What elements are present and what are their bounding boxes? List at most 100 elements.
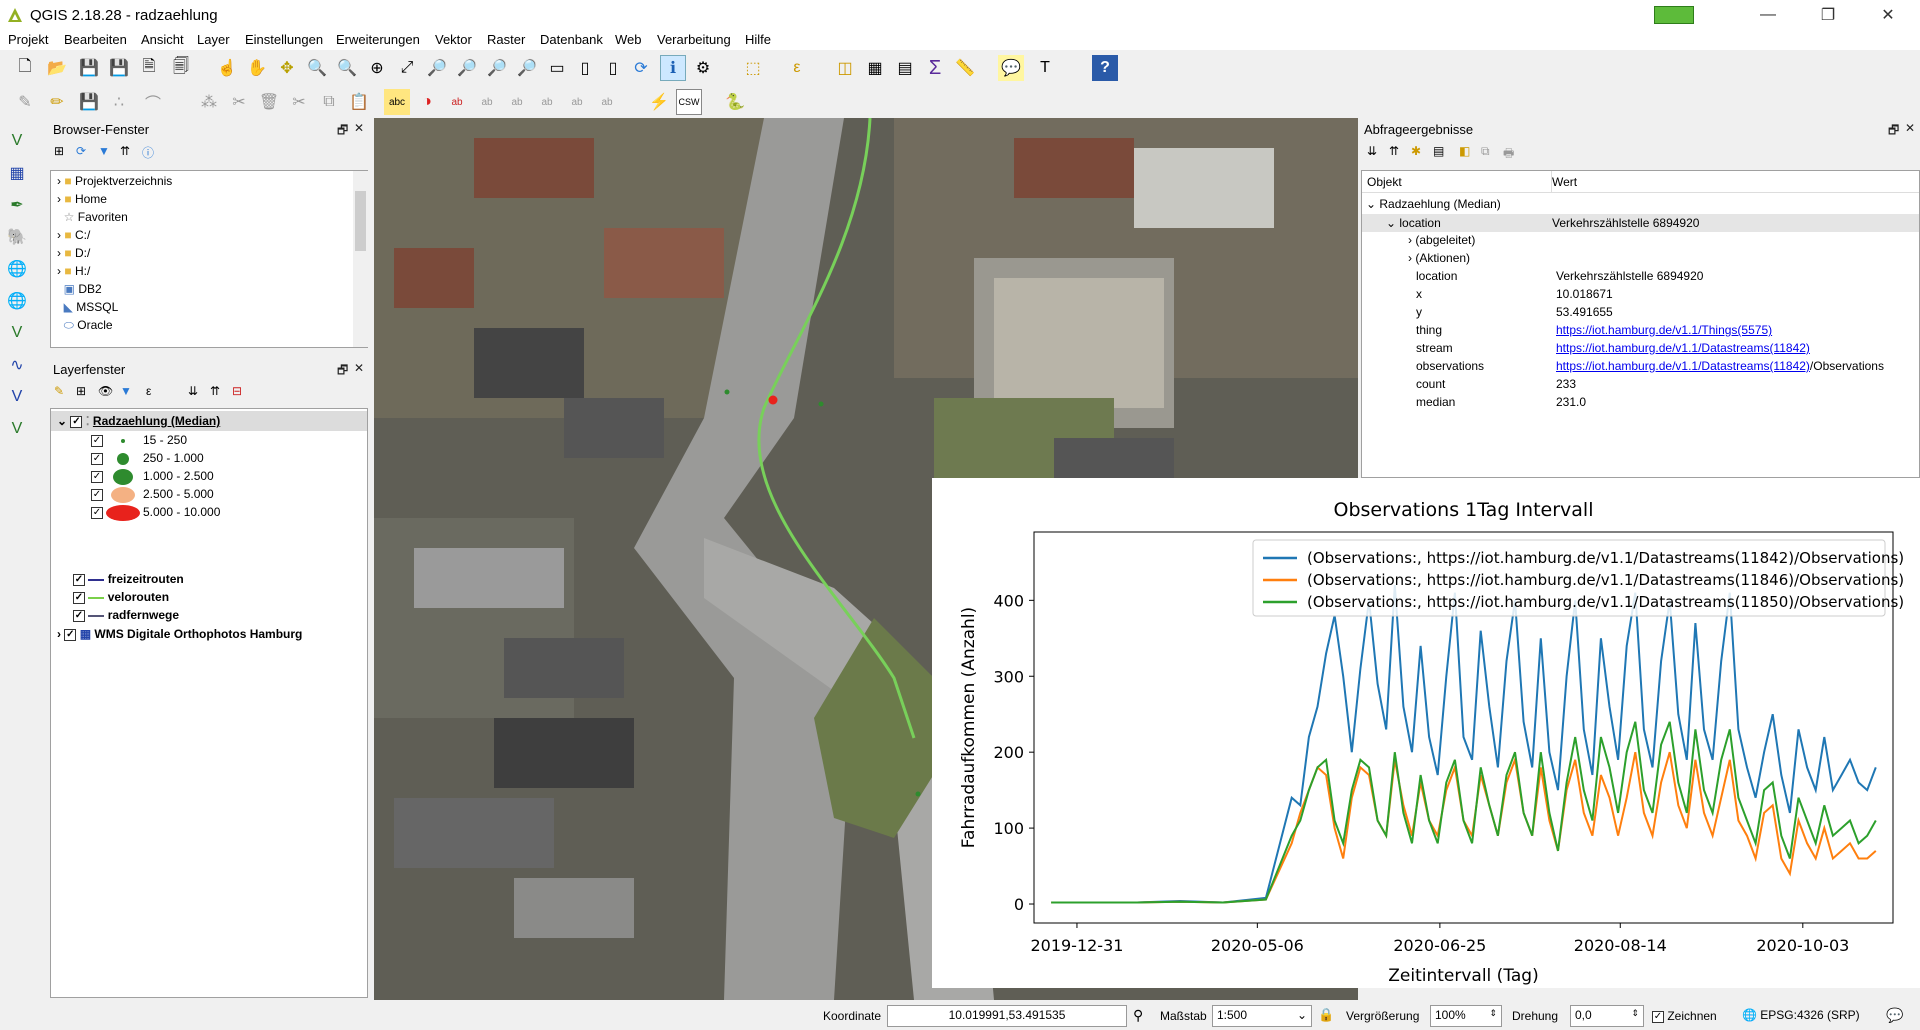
collapse-all-icon[interactable]: ⇈ — [210, 384, 221, 398]
menu-vektor[interactable]: Vektor — [435, 32, 472, 47]
rotate-label-icon[interactable]: ab — [511, 96, 523, 108]
zoom-out-icon[interactable]: 🔍 — [337, 60, 357, 77]
rotation-spinbox[interactable]: 0,0 ⇕ — [1570, 1005, 1644, 1027]
filter-legend-icon[interactable]: ▼ — [120, 384, 132, 398]
properties-icon[interactable]: ⓘ — [142, 146, 155, 160]
result-row[interactable]: y 53.491655 — [1416, 305, 1613, 319]
panel-close-icon[interactable]: ✕ — [1905, 121, 1916, 135]
text-annotation-icon[interactable]: T — [1040, 59, 1050, 76]
filter-icon[interactable]: ▼ — [98, 144, 110, 158]
zoom-native-icon[interactable]: ⊕ — [370, 60, 384, 77]
browser-item[interactable]: ⬭ Oracle — [63, 318, 113, 332]
menu-erweiterungen[interactable]: Erweiterungen — [336, 32, 420, 47]
add-group-icon[interactable]: ⊞ — [76, 384, 87, 398]
add-wcs-icon[interactable]: 🌐 — [7, 293, 27, 310]
maximize-button[interactable]: ❐ — [1820, 7, 1836, 24]
legend-class-4[interactable]: ✓ 5.000 - 10.000 — [91, 505, 221, 521]
menu-web[interactable]: Web — [615, 32, 642, 47]
show-hide-labels-icon[interactable]: ab — [571, 96, 583, 108]
python-console-icon[interactable]: 🐍 — [725, 94, 745, 111]
undock-icon[interactable]: 🗗 — [337, 363, 349, 377]
plugin-sensorthings-icon[interactable]: ⚡ — [649, 94, 669, 111]
crs-button[interactable]: 🌐 EPSG:4326 (SRP) — [1742, 1008, 1860, 1022]
expression-filter-icon[interactable]: ε — [146, 384, 152, 398]
add-selected-icon[interactable]: ⊞ — [54, 144, 65, 158]
zoom-last-icon[interactable]: 🔎 — [487, 60, 507, 77]
move-feature-icon[interactable]: ⁂ — [201, 94, 217, 111]
result-row[interactable]: median 231.0 — [1416, 395, 1587, 409]
close-button[interactable]: ✕ — [1881, 7, 1895, 24]
expand-all-icon[interactable]: ⇊ — [188, 384, 199, 398]
browser-item[interactable]: › ■ H:/ — [57, 264, 91, 278]
copy-feature-icon[interactable]: ⧉ — [1481, 144, 1490, 158]
undock-icon[interactable]: 🗗 — [1888, 123, 1900, 137]
result-row[interactable]: stream https://iot.hamburg.de/v1.1/Datast… — [1416, 341, 1810, 355]
touch-zoom-icon[interactable]: ☝ — [217, 60, 237, 77]
scrollbar-thumb[interactable] — [355, 191, 366, 251]
zoom-full-icon[interactable]: ⤢ — [400, 59, 414, 76]
minimize-button[interactable]: — — [1760, 6, 1776, 23]
browser-item[interactable]: › ■ Home — [57, 192, 107, 206]
zoom-next-icon[interactable]: 🔎 — [517, 60, 537, 77]
refresh-browser-icon[interactable]: ⟳ — [76, 144, 87, 158]
browser-item[interactable]: ☆ Favoriten — [63, 210, 128, 224]
diagram-label-icon[interactable]: ab — [601, 96, 613, 108]
identify-icon[interactable]: ℹ — [660, 55, 686, 81]
zoom-to-layer-icon[interactable]: 🔎 — [457, 60, 477, 77]
browser-item[interactable]: ◣ MSSQL — [63, 300, 119, 314]
save-project-icon[interactable]: 💾 — [79, 60, 99, 77]
open-project-icon[interactable]: 📂 — [47, 60, 67, 77]
style-icon[interactable]: ✎ — [54, 384, 65, 398]
menu-ansicht[interactable]: Ansicht — [141, 32, 184, 47]
collapse-tree-icon[interactable]: ⇈ — [1389, 144, 1400, 158]
coordinate-toggle-icon[interactable]: ⚲ — [1133, 1007, 1144, 1023]
map-tips-icon[interactable]: 💬 — [998, 55, 1024, 81]
result-root[interactable]: ⌄ Radzaehlung (Median) — [1366, 197, 1501, 211]
menu-layer[interactable]: Layer — [197, 32, 230, 47]
pin-labels-icon[interactable]: ◑ — [422, 93, 432, 110]
action-icon[interactable]: ⚙ — [695, 60, 711, 77]
node-edit-icon[interactable]: ✂ — [232, 94, 246, 111]
legend-class-0[interactable]: ✓ 15 - 250 — [91, 433, 188, 447]
layer-checkbox[interactable]: ✓ — [70, 415, 83, 428]
menu-hilfe[interactable]: Hilfe — [745, 32, 772, 47]
highlight-icon[interactable]: ◧ — [1459, 144, 1471, 158]
zoom-to-selection-icon[interactable]: 🔎 — [427, 60, 447, 77]
layer-radzaehlung[interactable]: ⌄ ✓ ⁚ Radzaehlung (Median) — [57, 414, 221, 428]
print-composer-icon[interactable]: 🗎 — [142, 57, 156, 75]
manage-visibility-icon[interactable]: 👁 — [98, 384, 114, 398]
browser-item[interactable]: ▣ DB2 — [63, 282, 102, 296]
counter-point[interactable] — [724, 389, 730, 395]
render-checkbox[interactable]: ✓ — [1652, 1010, 1664, 1023]
class-checkbox[interactable]: ✓ — [91, 507, 103, 519]
highlight-labels-icon[interactable]: ab — [451, 96, 463, 108]
clear-results-icon[interactable]: ▤ — [1433, 144, 1445, 158]
result-derived[interactable]: › (abgeleitet) — [1408, 233, 1476, 247]
result-row[interactable]: observations https://iot.hamburg.de/v1.1/… — [1416, 359, 1884, 373]
attribute-table-icon[interactable]: ▦ — [867, 60, 883, 77]
save-edits-icon[interactable]: 💾 — [79, 94, 99, 111]
undock-icon[interactable]: 🗗 — [337, 123, 349, 137]
new-map-view-icon[interactable]: ▭ — [549, 60, 565, 77]
field-calculator-icon[interactable]: ▤ — [897, 60, 913, 77]
legend-class-2[interactable]: ✓ 1.000 - 2.500 — [91, 469, 214, 485]
csw-icon[interactable]: CSW — [676, 89, 702, 115]
layer-velorouten[interactable]: ✓ velorouten — [73, 590, 170, 604]
magnifier-spinbox[interactable]: 100% ⇕ — [1430, 1005, 1502, 1027]
add-feature-icon[interactable]: ∴ — [113, 94, 125, 111]
result-location-row[interactable]: ⌄ location Verkehrszählstelle 6894920 — [1362, 214, 1919, 232]
copy-features-icon[interactable]: ⧉ — [323, 93, 335, 110]
label-toolbar-icon[interactable]: abc — [384, 89, 410, 115]
result-row[interactable]: thing https://iot.hamburg.de/v1.1/Things(… — [1416, 323, 1773, 337]
counter-point-selected[interactable] — [768, 395, 778, 405]
refresh-icon[interactable]: ⟳ — [634, 60, 648, 77]
result-actions[interactable]: › (Aktionen) — [1408, 251, 1471, 265]
pan-icon[interactable]: ✋ — [247, 60, 267, 77]
toggle-editing-icon[interactable]: ✏ — [50, 94, 64, 111]
layer-radfernwege[interactable]: ✓ radfernwege — [73, 608, 180, 622]
save-as-icon[interactable]: 💾 — [109, 60, 129, 77]
select-features-icon[interactable]: ⬚ — [745, 60, 761, 77]
new-layer-icon[interactable]: ∿ — [10, 357, 24, 374]
add-vector-layer-icon[interactable]: V — [11, 132, 23, 149]
legend-class-1[interactable]: ✓ 250 - 1.000 — [91, 451, 204, 465]
